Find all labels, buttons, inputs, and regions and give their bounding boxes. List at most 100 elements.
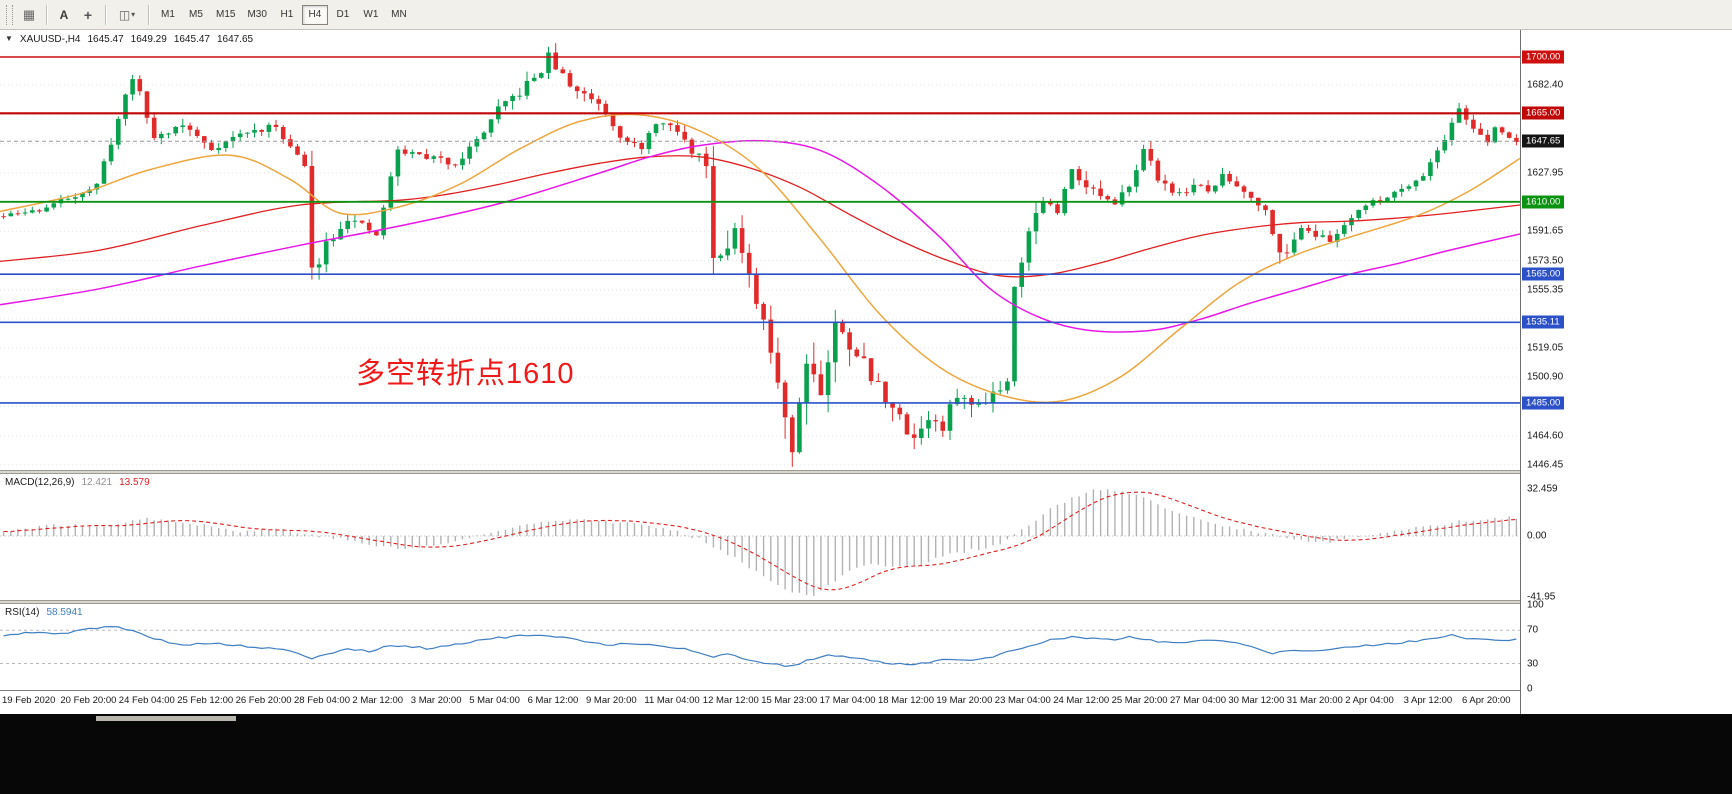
time-label: 2 Apr 04:00 <box>1345 695 1394 706</box>
ohlc-close: 1647.65 <box>216 34 254 45</box>
price-tick-1573.50: 1573.50 <box>1527 255 1564 266</box>
time-label: 5 Mar 04:00 <box>469 695 520 706</box>
time-label: 6 Mar 12:00 <box>527 695 579 706</box>
level-badge-1610.00: 1610.00 <box>1522 195 1565 209</box>
shapes-dropdown-icon[interactable]: ◫ ▾ <box>111 4 143 26</box>
crosshair-icon[interactable]: + <box>83 6 93 23</box>
timeframe-button-mn[interactable]: MN <box>391 9 407 20</box>
time-label: 9 Mar 20:00 <box>586 695 637 706</box>
toolbar-separator <box>148 4 149 25</box>
timeframe-button-w1[interactable]: W1 <box>363 9 379 20</box>
time-label: 11 Mar 04:00 <box>644 695 700 706</box>
panel-separator[interactable] <box>0 600 1732 604</box>
rsi-panel[interactable]: RSI(14) 58.5941 <box>0 604 1520 690</box>
macd-label: MACD(12,26,9) 12.421 13.579 <box>5 477 150 488</box>
price-tick-1519.05: 1519.05 <box>1527 342 1564 354</box>
macd-name: MACD(12,26,9) <box>5 477 75 488</box>
time-label: 19 Feb 2020 <box>2 695 56 706</box>
time-label: 26 Feb 20:00 <box>235 695 292 706</box>
bottom-bar <box>0 714 1732 794</box>
macd-signal-line <box>3 491 1517 591</box>
chart-windows-icon[interactable]: ▦ <box>22 6 36 22</box>
candles-layer <box>1 43 1519 467</box>
toolbar-separator <box>105 4 106 25</box>
price-tick-1500.90: 1500.90 <box>1527 371 1564 383</box>
level-badge-1665.00: 1665.00 <box>1522 106 1565 120</box>
level-badge-1485.00: 1485.00 <box>1522 396 1565 410</box>
macd-chart <box>0 489 1520 596</box>
time-label: 25 Feb 12:00 <box>177 695 234 706</box>
macd-signal-value: 13.579 <box>119 477 150 488</box>
bottom-bar-strip <box>96 716 236 721</box>
time-axis[interactable]: 19 Feb 2020 20 Feb 20:00 24 Feb 04:00 25 Fe… <box>0 690 1520 714</box>
timeframe-button-d1[interactable]: D1 <box>336 9 350 20</box>
candlestick-chart[interactable] <box>0 30 1520 470</box>
timeframe-button-m15[interactable]: M15 <box>216 9 236 20</box>
level-badge-1700.00: 1700.00 <box>1522 50 1565 64</box>
panel-separator[interactable] <box>0 470 1732 474</box>
time-label: 23 Mar 04:00 <box>994 695 1051 706</box>
rsi-name: RSI(14) <box>5 607 40 618</box>
price-tick-1555.35: 1555.35 <box>1527 284 1564 296</box>
rsi-chart <box>0 625 1520 668</box>
shapes-icon: ◫ <box>118 7 131 22</box>
macd-tick--41.95: -41.95 <box>1527 591 1556 603</box>
toolbar-separator <box>46 4 47 25</box>
time-label: 19 Mar 20:00 <box>936 695 993 706</box>
macd-tick-32.459: 32.459 <box>1527 483 1558 495</box>
time-label: 20 Feb 20:00 <box>60 695 117 706</box>
current-price-badge: 1647.65 <box>1522 134 1565 148</box>
symbol-label: XAUUSD-,H4 <box>19 34 81 45</box>
timeframe-button-m1[interactable]: M1 <box>161 9 175 20</box>
level-badge-1535.11: 1535.11 <box>1522 315 1564 329</box>
text-tool-button[interactable]: A <box>59 7 69 22</box>
toolbar-grip[interactable] <box>6 4 13 25</box>
chevron-down-icon: ▾ <box>131 10 136 19</box>
main-chart-panel[interactable]: ▼ XAUUSD-,H4 1645.47 1649.29 1645.47 164… <box>0 30 1520 470</box>
price-axis[interactable]: 1682.40 1627.95 1591.65 1573.50 1555.35 1519.… <box>1520 30 1732 714</box>
timeframe-button-h4[interactable]: H4 <box>301 4 328 25</box>
rsi-value: 58.5941 <box>46 607 83 618</box>
ohlc-high: 1649.29 <box>130 34 167 45</box>
time-label: 25 Mar 20:00 <box>1111 695 1168 706</box>
time-label: 30 Mar 12:00 <box>1228 695 1285 706</box>
rsi-tick-70: 70 <box>1527 624 1539 636</box>
time-label: 3 Apr 12:00 <box>1403 695 1453 706</box>
time-label: 6 Apr 20:00 <box>1462 695 1511 706</box>
moving-average-ma-mid-orange <box>0 113 1520 404</box>
rsi-label: RSI(14) 58.5941 <box>5 607 83 618</box>
level-badge-1565.00: 1565.00 <box>1522 267 1565 281</box>
timeframe-button-h1[interactable]: H1 <box>280 9 294 20</box>
price-tick-1464.60: 1464.60 <box>1527 430 1564 442</box>
time-label: 28 Feb 04:00 <box>294 695 350 706</box>
time-label: 31 Mar 20:00 <box>1286 695 1343 706</box>
macd-histogram <box>2 489 1518 596</box>
time-label: 18 Mar 12:00 <box>878 695 934 706</box>
ohlc-open: 1645.47 <box>87 34 124 45</box>
timeframe-button-m5[interactable]: M5 <box>189 9 203 20</box>
rsi-line <box>3 625 1517 668</box>
time-label: 24 Feb 04:00 <box>118 695 175 706</box>
macd-panel[interactable]: MACD(12,26,9) 12.421 13.579 <box>0 474 1520 600</box>
price-tick-1627.95: 1627.95 <box>1527 167 1564 179</box>
time-label: 12 Mar 12:00 <box>702 695 759 706</box>
moving-average-ma-slow-magenta <box>0 139 1520 333</box>
rsi-tick-100: 100 <box>1527 599 1544 611</box>
time-label: 15 Mar 23:00 <box>761 695 818 706</box>
macd-main-value: 12.421 <box>81 477 113 488</box>
timeframe-button-m30[interactable]: M30 <box>247 9 267 20</box>
time-label: 17 Mar 04:00 <box>819 695 876 706</box>
price-tick-1591.65: 1591.65 <box>1527 225 1564 237</box>
price-tick-1682.40: 1682.40 <box>1527 79 1564 91</box>
macd-tick-0.00: 0.00 <box>1527 530 1547 542</box>
ohlc-low: 1645.47 <box>173 34 210 45</box>
time-label: 27 Mar 04:00 <box>1170 695 1226 706</box>
rsi-tick-0: 0 <box>1527 683 1533 694</box>
rsi-tick-30: 30 <box>1527 658 1539 669</box>
time-label: 24 Mar 12:00 <box>1053 695 1110 706</box>
time-label: 2 Mar 12:00 <box>352 695 404 706</box>
symbol-info-bar: ▼ XAUUSD-,H4 1645.47 1649.29 1645.47 164… <box>5 34 253 45</box>
chart-marker-icon: ▼ <box>5 34 13 43</box>
chart-text-annotation[interactable]: 多空转折点1610 <box>356 358 575 390</box>
